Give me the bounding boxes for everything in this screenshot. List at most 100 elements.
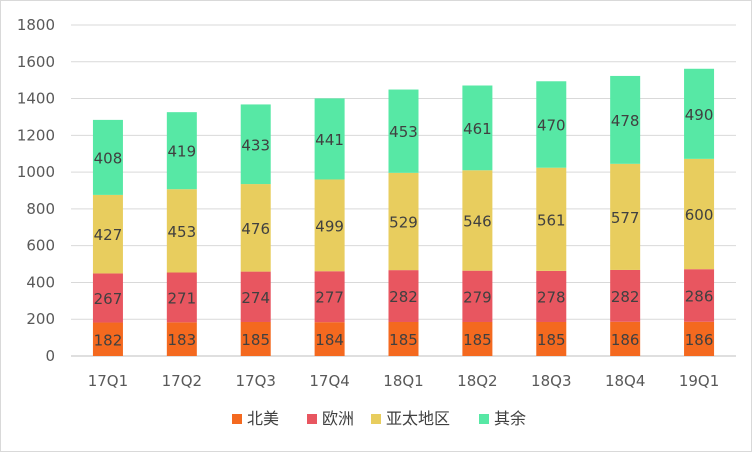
data-label: 282: [389, 288, 418, 306]
x-tick-label: 18Q1: [383, 372, 423, 390]
bar-segment: [314, 98, 345, 180]
bar-segment: [314, 179, 345, 272]
bar-segment: [388, 172, 419, 271]
bar-segment: [684, 158, 715, 270]
bar-segment: [610, 269, 641, 322]
data-label: 433: [241, 136, 270, 154]
legend-swatch: [479, 414, 489, 424]
data-label: 427: [94, 226, 123, 244]
x-tick-label: 18Q3: [531, 372, 571, 390]
data-label: 274: [241, 289, 270, 307]
data-label: 490: [685, 106, 714, 124]
bar-segment: [166, 112, 197, 190]
data-label: 277: [315, 289, 344, 307]
bar-segment: [314, 271, 345, 323]
data-label: 185: [537, 331, 566, 349]
x-axis: 17Q1 17Q2 17Q3 17Q4 18Q1 18Q2 18Q3 18Q4 19Q1: [88, 372, 720, 390]
y-tick-label: 800: [26, 200, 55, 218]
bar-segment: [684, 321, 715, 356]
legend-swatch: [307, 414, 317, 424]
data-label: 184: [315, 331, 344, 349]
data-label: 419: [168, 143, 197, 161]
bars: 182 267 427 408 183 271 453 419 185 274 476 433 184 2…: [92, 68, 715, 356]
data-label: 286: [685, 288, 714, 306]
legend-label: 亚太地区: [386, 409, 450, 428]
data-label: 271: [168, 289, 197, 307]
x-tick-label: 17Q1: [88, 372, 128, 390]
bar-segment: [240, 104, 271, 185]
bar-segment: [92, 322, 123, 356]
bar-segment: [240, 184, 271, 272]
x-tick-label: 17Q2: [162, 372, 202, 390]
bar-segment: [166, 189, 197, 273]
x-tick-label: 17Q4: [309, 372, 349, 390]
bar-segment: [166, 322, 197, 356]
data-label: 600: [685, 206, 714, 224]
data-label: 476: [241, 220, 270, 238]
data-label: 279: [463, 288, 492, 306]
bar-segment: [462, 85, 493, 171]
bar-segment: [610, 163, 641, 270]
y-tick-label: 1800: [17, 16, 55, 34]
data-label: 546: [463, 212, 492, 230]
data-label: 499: [315, 217, 344, 235]
data-label: 182: [94, 331, 123, 349]
y-axis: 0 200 400 600 800 1000 1200 1400 1600 1800: [17, 16, 55, 365]
data-label: 185: [241, 331, 270, 349]
data-label: 267: [94, 290, 123, 308]
legend-label: 欧洲: [322, 409, 354, 428]
bar-segment: [240, 271, 271, 322]
y-tick-label: 1400: [17, 90, 55, 108]
x-tick-label: 18Q4: [605, 372, 645, 390]
x-tick-label: 18Q2: [457, 372, 497, 390]
data-label: 185: [463, 331, 492, 349]
data-label: 441: [315, 131, 344, 149]
legend-swatch: [371, 414, 381, 424]
legend-label: 北美: [247, 409, 279, 428]
y-tick-label: 0: [45, 347, 55, 365]
bar-segment: [536, 270, 567, 322]
data-label: 186: [685, 331, 714, 349]
bar-segment: [92, 273, 123, 323]
y-tick-label: 1000: [17, 163, 55, 181]
data-label: 529: [389, 213, 418, 231]
data-label: 185: [389, 331, 418, 349]
y-tick-label: 1200: [17, 126, 55, 144]
x-tick-label: 17Q3: [236, 372, 276, 390]
y-tick-label: 600: [26, 237, 55, 255]
bar-segment: [388, 270, 419, 322]
bar-segment: [388, 89, 419, 173]
bar-segment: [684, 269, 715, 322]
legend-swatch: [232, 414, 242, 424]
data-label: 470: [537, 116, 566, 134]
bar-segment: [462, 270, 493, 322]
data-label: 577: [611, 209, 640, 227]
bar-segment: [536, 81, 567, 168]
legend: 北美 欧洲 亚太地区 其余: [232, 409, 526, 428]
bar-segment: [166, 272, 197, 323]
bar-segment: [610, 75, 641, 164]
bar-segment: [462, 170, 493, 271]
data-label: 461: [463, 120, 492, 138]
bar-segment: [610, 321, 641, 356]
bar-segment: [684, 68, 715, 159]
bar-segment: [314, 322, 345, 356]
data-label: 282: [611, 288, 640, 306]
legend-label: 其余: [494, 409, 526, 428]
bar-segment: [92, 119, 123, 195]
y-tick-label: 400: [26, 273, 55, 291]
bar-segment: [536, 321, 567, 356]
data-label: 453: [389, 123, 418, 141]
data-label: 408: [94, 149, 123, 167]
bar-segment: [92, 194, 123, 274]
x-tick-label: 19Q1: [679, 372, 719, 390]
data-label: 183: [168, 331, 197, 349]
data-label: 278: [537, 288, 566, 306]
data-label: 561: [537, 211, 566, 229]
bar-segment: [462, 321, 493, 356]
data-label: 186: [611, 331, 640, 349]
bar-segment: [240, 321, 271, 356]
y-tick-label: 1600: [17, 53, 55, 71]
